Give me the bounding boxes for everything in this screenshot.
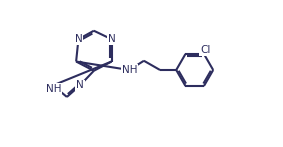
Text: NH: NH — [121, 65, 137, 75]
Text: N: N — [74, 34, 82, 44]
Text: Cl: Cl — [200, 45, 211, 55]
Text: N: N — [76, 80, 84, 90]
Text: NH: NH — [46, 84, 61, 94]
Text: N: N — [108, 34, 115, 44]
